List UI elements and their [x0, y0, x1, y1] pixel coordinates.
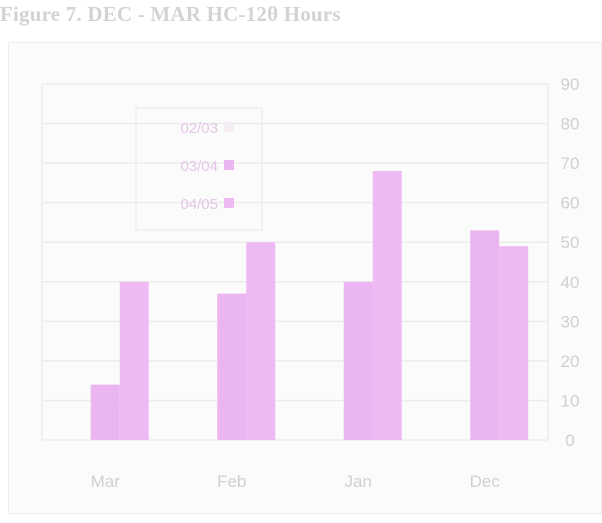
y-tick-labels: 0 10 20 30 40 50 60 70 80 90 — [561, 75, 580, 450]
y-tick-label: 50 — [561, 233, 580, 252]
y-tick-label: 0 — [565, 431, 574, 450]
y-tick-label: 80 — [561, 115, 580, 134]
legend-swatch — [224, 160, 234, 170]
y-tick-label: 30 — [561, 312, 580, 331]
category-label: Mar — [91, 472, 121, 491]
legend-label: 02/03 — [180, 120, 218, 137]
bars — [90, 171, 529, 440]
y-tick-label: 90 — [561, 75, 580, 94]
bar-04-05-dec — [499, 246, 529, 440]
legend-box — [135, 107, 263, 231]
bar-04-05-jan — [372, 171, 402, 440]
category-label: Jan — [345, 472, 372, 491]
y-tick-label: 40 — [561, 273, 580, 292]
bar-03-04-mar — [90, 384, 120, 440]
bar-03-04-dec — [470, 230, 500, 440]
y-tick-label: 20 — [561, 352, 580, 371]
category-label: Dec — [470, 472, 501, 491]
category-labels: Mar Feb Jan Dec — [91, 472, 501, 491]
y-tick-label: 70 — [561, 154, 580, 173]
legend-swatch — [224, 198, 234, 208]
y-tick-label: 60 — [561, 194, 580, 213]
legend-swatch — [224, 122, 234, 132]
category-label: Feb — [217, 472, 246, 491]
chart-title: Figure 7. DEC - MAR HC-12θ Hours — [0, 2, 341, 26]
bar-03-04-jan — [343, 281, 373, 440]
legend-label: 04/05 — [180, 196, 218, 213]
legend-label: 03/04 — [180, 158, 218, 175]
bar-04-05-feb — [246, 242, 276, 440]
gridlines — [41, 83, 549, 441]
bar-03-04-feb — [217, 293, 247, 440]
legend: 02/03 03/04 04/05 — [135, 107, 263, 231]
y-tick-label: 10 — [561, 391, 580, 410]
bar-04-05-mar — [119, 281, 149, 440]
